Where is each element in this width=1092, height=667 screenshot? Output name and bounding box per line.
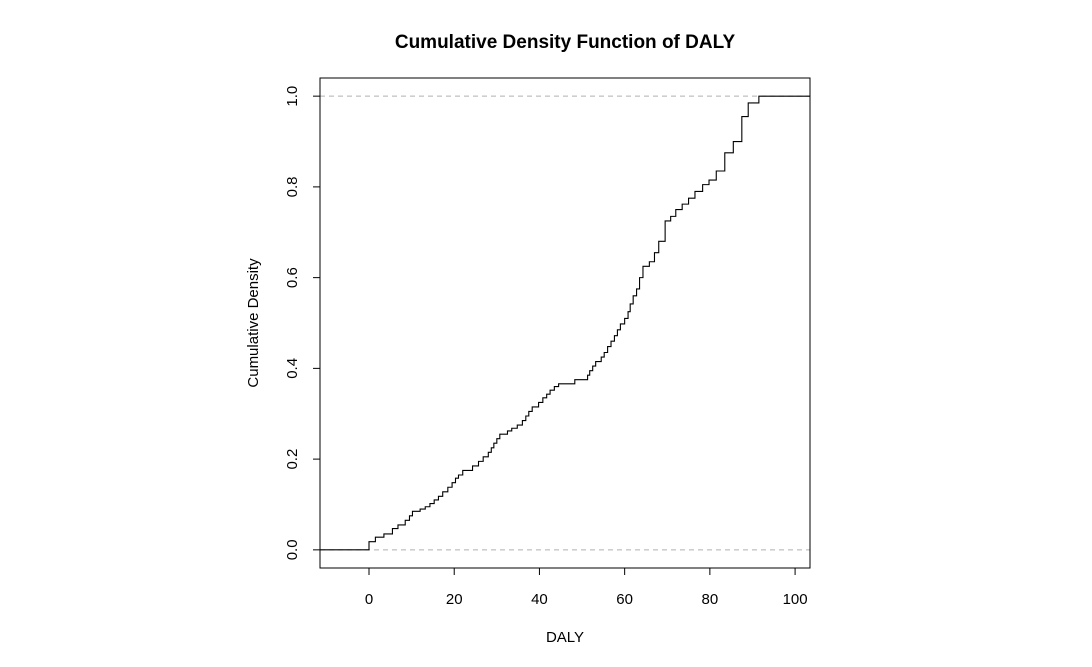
cdf-step-line — [320, 95, 810, 551]
x-tick-label-0: 0 — [365, 591, 373, 608]
y-axis: 0.0 0.2 0.4 0.6 0.8 1.0 — [284, 86, 321, 560]
y-tick-label-3: 0.6 — [284, 267, 301, 288]
x-axis: 0 20 40 60 80 100 — [365, 567, 808, 608]
reference-lines — [320, 95, 810, 551]
x-tick-label-1: 20 — [446, 591, 463, 608]
y-axis-label: Cumulative Density — [245, 258, 262, 388]
x-tick-label-5: 100 — [783, 591, 808, 608]
x-tick-label-3: 60 — [616, 591, 633, 608]
x-tick-label-2: 40 — [531, 591, 548, 608]
x-tick-label-4: 80 — [702, 591, 719, 608]
y-tick-label-5: 1.0 — [284, 86, 301, 107]
x-axis-label: DALY — [546, 629, 584, 646]
chart-title: Cumulative Density Function of DALY — [395, 32, 736, 53]
y-tick-label-0: 0.0 — [284, 539, 301, 560]
y-tick-label-4: 0.8 — [284, 176, 301, 197]
y-tick-label-1: 0.2 — [284, 449, 301, 470]
y-tick-label-2: 0.4 — [284, 358, 301, 379]
